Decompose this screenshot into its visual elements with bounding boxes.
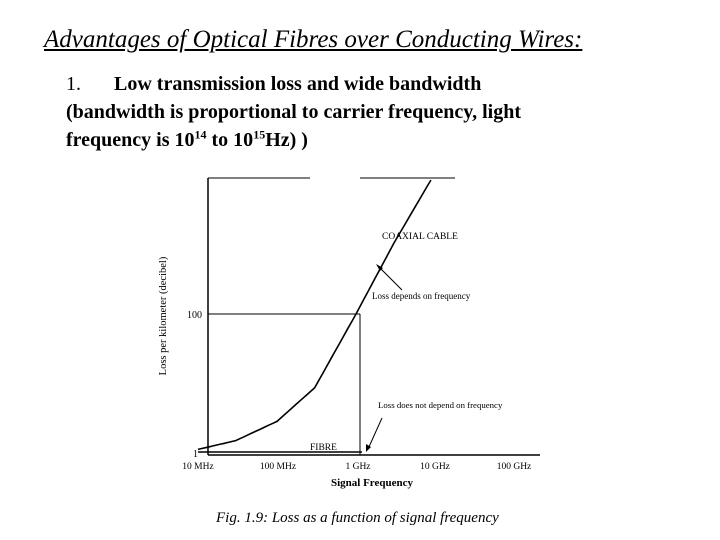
- x-tick-100ghz: 100 GHz: [497, 462, 532, 472]
- x-tick-1ghz: 1 GHz: [345, 462, 370, 472]
- annotation-arrowhead-2: [366, 444, 371, 452]
- point-number: 1.: [66, 73, 81, 95]
- point-1: 1. Low transmission loss and wide bandwid…: [66, 70, 666, 154]
- annotation-loss-depends: Loss depends on frequency: [372, 291, 471, 301]
- label-coaxial-cable: COAXIAL CABLE: [382, 232, 458, 242]
- point-line-3c: Hz) ): [265, 129, 308, 151]
- exponent-15: 15: [253, 127, 266, 142]
- chart-svg: Loss per kilometer (decibel) 100 1 10 MH…: [158, 177, 540, 489]
- x-tick-100mhz: 100 MHz: [260, 462, 296, 472]
- annotation-line-1: Loss does not depend on frequency: [378, 400, 503, 410]
- annotation-arrow-1: [377, 265, 403, 291]
- annotation-arrow-2: [367, 417, 383, 450]
- exponent-14: 14: [194, 127, 207, 142]
- slide-title: Advantages of Optical Fibres over Conduc…: [44, 26, 583, 53]
- x-tick-10mhz: 10 MHz: [182, 462, 213, 472]
- y-tick-1: 1: [193, 449, 198, 460]
- label-fibre: FIBRE: [310, 443, 337, 453]
- point-line-1: Low transmission loss and wide bandwidth: [114, 73, 482, 95]
- x-tick-10ghz: 10 GHz: [420, 462, 450, 472]
- loss-vs-frequency-chart: Loss per kilometer (decibel) 100 1 10 MH…: [150, 168, 570, 498]
- figure-caption: Fig. 1.9: Loss as a function of signal f…: [216, 510, 499, 526]
- y-axis-label: Loss per kilometer (decibel): [158, 256, 169, 375]
- point-line-3a: frequency is 10: [66, 129, 195, 151]
- x-axis-label: Signal Frequency: [331, 477, 414, 489]
- point-line-3b: to 10: [206, 129, 254, 151]
- y-tick-100: 100: [187, 310, 202, 321]
- annotation-loss-not-depend: Loss does not depend on frequency: [378, 400, 503, 410]
- point-line-2: (bandwidth is proportional to carrier fr…: [66, 101, 522, 123]
- annotation-arrowhead-1: [376, 264, 383, 271]
- series-coaxial-cable: [197, 179, 432, 451]
